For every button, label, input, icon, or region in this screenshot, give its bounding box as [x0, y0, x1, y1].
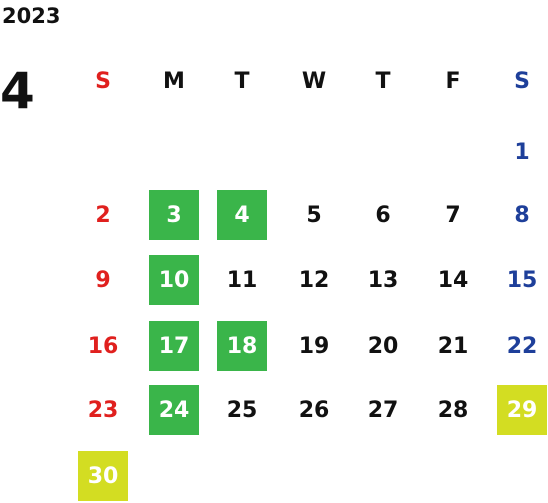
day: 30: [78, 451, 128, 501]
weekday: F: [445, 68, 461, 94]
day: 8: [514, 202, 530, 228]
month: 4: [0, 62, 35, 120]
day: 18: [217, 321, 267, 371]
day: 15: [506, 267, 538, 293]
day: 20: [367, 333, 399, 359]
day: 16: [87, 333, 119, 359]
day: 10: [149, 255, 199, 305]
day: 5: [306, 202, 322, 228]
day: 17: [149, 321, 199, 371]
day: 14: [437, 267, 469, 293]
day: 27: [367, 397, 399, 423]
day: 2: [95, 202, 111, 228]
day: 9: [95, 267, 111, 293]
day: 3: [149, 190, 199, 240]
year: 2023: [2, 4, 61, 28]
weekday: T: [234, 68, 250, 94]
day: 23: [87, 397, 119, 423]
day: 11: [226, 267, 258, 293]
day: 28: [437, 397, 469, 423]
weekday: W: [301, 68, 327, 94]
day: 19: [298, 333, 330, 359]
weekday: T: [375, 68, 391, 94]
weekday: S: [95, 68, 111, 94]
day: 6: [375, 202, 391, 228]
day: 25: [226, 397, 258, 423]
weekday: S: [514, 68, 530, 94]
day: 7: [445, 202, 461, 228]
weekday: M: [163, 68, 185, 94]
day: 26: [298, 397, 330, 423]
day: 1: [514, 139, 530, 165]
day: 22: [506, 333, 538, 359]
day: 29: [497, 385, 547, 435]
day: 13: [367, 267, 399, 293]
day: 4: [217, 190, 267, 240]
day: 21: [437, 333, 469, 359]
day: 12: [298, 267, 330, 293]
day: 24: [149, 385, 199, 435]
